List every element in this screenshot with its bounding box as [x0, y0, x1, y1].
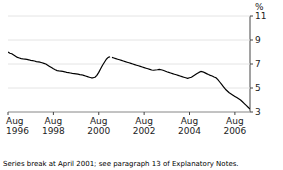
- x-tick-label-line: 1996: [6, 126, 29, 136]
- line: [8, 52, 110, 78]
- x-tick-label: Aug2004: [178, 116, 201, 136]
- x-tick: [8, 112, 9, 115]
- grid-line: [8, 16, 250, 17]
- x-tick-label-line: Aug: [45, 116, 63, 126]
- x-tick-label-line: Aug: [181, 116, 199, 126]
- line: [112, 57, 250, 109]
- y-tick-label: 9: [255, 35, 261, 45]
- x-tick: [144, 112, 145, 115]
- y-tick-label: 3: [255, 107, 261, 117]
- chart: 357911%Aug1996Aug1998Aug2000Aug2002Aug20…: [0, 0, 283, 170]
- x-tick-label-line: Aug: [226, 116, 244, 126]
- x-tick-label-line: 2006: [223, 126, 246, 136]
- x-tick-label: Aug2002: [133, 116, 156, 136]
- x-tick-label: Aug2000: [87, 116, 110, 136]
- x-tick-label: Aug1998: [42, 116, 65, 136]
- x-tick-label-line: Aug: [135, 116, 153, 126]
- x-tick-label: Aug2006: [223, 116, 246, 136]
- x-tick: [234, 112, 235, 115]
- x-tick: [53, 112, 54, 115]
- x-tick: [189, 112, 190, 115]
- grid-line: [8, 112, 250, 113]
- x-tick-label-line: Aug: [6, 116, 24, 126]
- grid-line: [8, 40, 250, 41]
- x-tick: [98, 112, 99, 115]
- y-tick-label: 5: [255, 83, 261, 93]
- x-tick-label-line: Aug: [90, 116, 108, 126]
- y-tick: [250, 40, 253, 41]
- y-tick: [250, 16, 253, 17]
- plot-area: [8, 52, 250, 109]
- grid-line: [8, 88, 250, 89]
- x-tick-label-line: 2004: [178, 126, 201, 136]
- y-tick-label: 11: [255, 11, 266, 21]
- footnote: Series break at April 2001; see paragrap…: [3, 160, 239, 168]
- y-tick: [250, 64, 253, 65]
- x-tick-label-line: 1998: [42, 126, 65, 136]
- y-tick-label: 7: [255, 59, 261, 69]
- y-tick: [250, 112, 253, 113]
- x-tick-label-line: 2000: [87, 126, 110, 136]
- x-axis: [8, 112, 250, 113]
- y-tick: [250, 88, 253, 89]
- y-axis-label: %: [255, 2, 264, 12]
- x-tick-label-line: 2002: [133, 126, 156, 136]
- x-tick-label: Aug1996: [6, 116, 29, 136]
